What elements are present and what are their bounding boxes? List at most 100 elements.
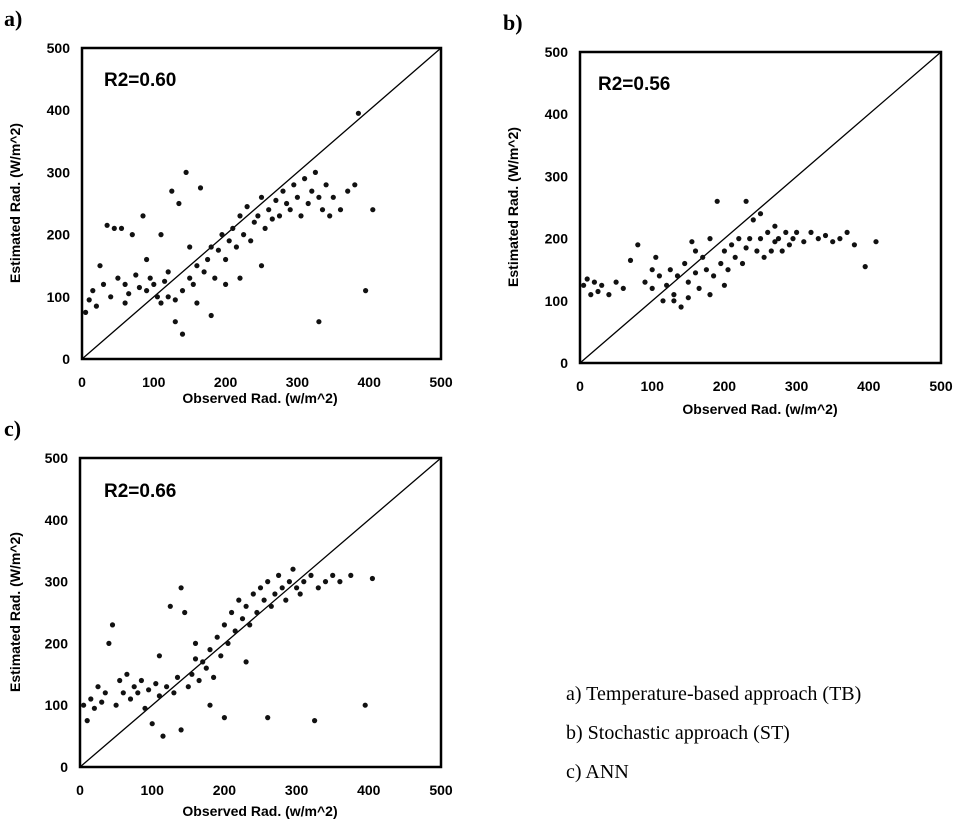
- data-point: [287, 207, 293, 213]
- data-point: [747, 236, 753, 242]
- data-point: [229, 609, 235, 616]
- data-point: [218, 653, 224, 659]
- data-point: [127, 696, 134, 702]
- data-point: [272, 591, 278, 597]
- data-point: [158, 300, 164, 306]
- data-point: [837, 236, 843, 242]
- data-point: [265, 715, 271, 721]
- legend-entry-c: c) ANN: [566, 761, 629, 783]
- data-point: [164, 684, 170, 690]
- data-point: [221, 622, 227, 628]
- data-point: [147, 275, 153, 281]
- data-point: [729, 242, 735, 248]
- data-point: [115, 275, 121, 281]
- x-tick-label: 200: [713, 378, 737, 394]
- data-point: [664, 282, 670, 288]
- plot-frame: [78, 456, 443, 769]
- x-tick-label: 500: [429, 374, 453, 390]
- data-point: [83, 309, 89, 315]
- x-tick-label: 300: [285, 782, 309, 798]
- data-point: [90, 288, 96, 294]
- data-point: [754, 248, 760, 254]
- data-point: [138, 677, 144, 684]
- data-point: [599, 282, 605, 288]
- data-point: [172, 297, 178, 303]
- data-point: [129, 232, 135, 238]
- y-tick-label: 0: [560, 355, 568, 371]
- x-tick-label: 0: [576, 378, 584, 394]
- y-tick-label: 400: [47, 102, 71, 118]
- data-point: [348, 572, 354, 579]
- x-tick-label: 400: [357, 782, 381, 798]
- data-point: [258, 263, 265, 269]
- one-to-one-line: [79, 457, 442, 768]
- data-point: [194, 300, 200, 306]
- data-point: [613, 279, 619, 285]
- data-point: [126, 291, 132, 297]
- data-point: [182, 609, 188, 616]
- data-point: [660, 298, 666, 304]
- data-point: [194, 263, 200, 269]
- x-tick-label: 0: [76, 782, 84, 798]
- data-point: [301, 579, 307, 585]
- data-point: [124, 671, 130, 677]
- x-axis-label: Observed Rad. (w/m^2): [182, 803, 337, 819]
- y-tick-label: 300: [45, 574, 69, 590]
- data-point: [251, 219, 257, 225]
- data-point: [172, 319, 178, 325]
- data-point: [721, 282, 728, 288]
- data-point: [620, 285, 626, 291]
- data-point: [584, 276, 590, 282]
- data-point: [591, 279, 598, 285]
- data-point: [337, 207, 344, 213]
- data-point: [244, 204, 250, 210]
- data-point: [330, 194, 336, 200]
- data-point: [207, 647, 213, 653]
- data-point: [689, 239, 695, 245]
- data-point: [136, 284, 142, 291]
- data-point: [294, 194, 300, 200]
- data-point: [308, 572, 314, 579]
- data-point: [276, 213, 283, 219]
- data-point: [312, 169, 318, 175]
- data-point: [725, 267, 731, 273]
- data-point: [189, 671, 195, 677]
- y-tick-label: 500: [47, 40, 71, 56]
- y-tick-label: 100: [45, 697, 69, 713]
- data-point: [250, 591, 256, 597]
- data-point: [95, 684, 101, 690]
- data-point: [151, 281, 157, 287]
- data-point: [362, 702, 368, 708]
- data-point: [169, 188, 175, 194]
- data-point: [108, 294, 114, 300]
- panel-letter: b): [503, 10, 523, 35]
- data-point: [808, 229, 814, 235]
- data-point: [207, 702, 213, 708]
- data-point: [801, 239, 807, 245]
- data-point: [279, 585, 285, 591]
- y-tick-label: 200: [545, 231, 569, 247]
- data-point: [312, 718, 318, 724]
- data-point: [692, 248, 699, 254]
- data-point: [815, 236, 821, 242]
- panel-letter: c): [4, 416, 21, 441]
- data-point: [294, 585, 300, 591]
- data-point: [606, 292, 612, 298]
- data-point: [327, 213, 333, 219]
- panel-a: a) 0 100 200 300 400 500 0 100 200 300 400 500 R2=0.6…: [4, 6, 453, 406]
- data-point: [323, 182, 329, 188]
- data-point: [176, 200, 182, 207]
- data-point: [779, 248, 785, 254]
- data-point: [783, 229, 789, 235]
- r2-annotation: R2=0.60: [104, 70, 176, 91]
- data-point: [144, 288, 150, 294]
- data-point: [208, 312, 214, 319]
- r2-annotation: R2=0.56: [598, 74, 670, 95]
- data-point: [197, 185, 204, 191]
- y-tick-label: 500: [545, 44, 569, 60]
- data-point: [671, 292, 677, 298]
- data-point: [178, 727, 184, 733]
- data-point: [196, 677, 202, 684]
- data-point: [772, 239, 778, 245]
- data-point: [255, 213, 261, 219]
